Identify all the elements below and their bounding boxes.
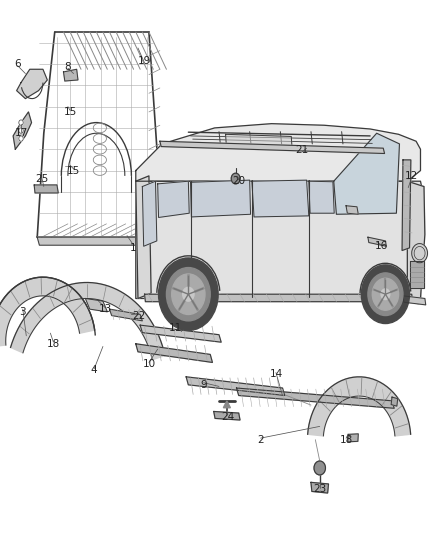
Circle shape (159, 258, 218, 330)
Polygon shape (142, 181, 157, 246)
Polygon shape (64, 69, 78, 81)
Polygon shape (0, 277, 95, 346)
Circle shape (381, 289, 390, 300)
Polygon shape (110, 309, 142, 321)
Circle shape (368, 273, 403, 316)
Text: 15: 15 (67, 166, 80, 175)
Text: 12: 12 (405, 171, 418, 181)
Text: 24: 24 (221, 412, 234, 422)
Polygon shape (186, 377, 285, 395)
Polygon shape (307, 377, 411, 436)
Text: 17: 17 (14, 128, 28, 138)
Circle shape (314, 461, 325, 475)
Polygon shape (37, 237, 158, 245)
Text: 11: 11 (169, 323, 182, 333)
Text: 10: 10 (142, 359, 155, 369)
Circle shape (172, 274, 205, 314)
Text: 20: 20 (232, 176, 245, 186)
Polygon shape (214, 411, 240, 420)
Circle shape (183, 287, 194, 301)
Circle shape (372, 278, 399, 310)
Text: 23: 23 (313, 484, 326, 494)
Polygon shape (145, 294, 413, 302)
Text: 6: 6 (14, 59, 21, 69)
Text: 4: 4 (91, 366, 98, 375)
Polygon shape (136, 176, 151, 298)
Polygon shape (85, 298, 107, 312)
Text: 2: 2 (257, 435, 264, 445)
Circle shape (166, 268, 210, 321)
Text: 16: 16 (374, 241, 388, 251)
Text: 25: 25 (35, 174, 48, 183)
Text: 3: 3 (19, 307, 26, 317)
Text: 8: 8 (64, 62, 71, 71)
Polygon shape (136, 124, 420, 181)
Text: 14: 14 (269, 369, 283, 379)
Polygon shape (346, 206, 358, 214)
Polygon shape (368, 237, 386, 246)
Polygon shape (158, 181, 189, 217)
Polygon shape (407, 181, 425, 304)
Circle shape (19, 136, 23, 141)
Wedge shape (360, 263, 411, 294)
Polygon shape (223, 401, 230, 408)
Polygon shape (309, 181, 334, 213)
Text: 21: 21 (296, 146, 309, 155)
Polygon shape (226, 134, 292, 149)
Circle shape (19, 128, 23, 133)
Polygon shape (252, 180, 309, 217)
Text: 18: 18 (47, 339, 60, 349)
Polygon shape (334, 133, 399, 214)
Text: 15: 15 (64, 107, 77, 117)
Polygon shape (348, 434, 358, 442)
Polygon shape (136, 344, 212, 362)
Polygon shape (34, 185, 58, 193)
Wedge shape (157, 256, 220, 294)
Circle shape (19, 120, 23, 125)
Circle shape (361, 265, 410, 324)
Polygon shape (391, 397, 398, 406)
Polygon shape (140, 325, 221, 342)
Circle shape (231, 173, 240, 184)
Polygon shape (136, 181, 423, 298)
Polygon shape (17, 69, 47, 99)
Polygon shape (403, 296, 426, 305)
Polygon shape (311, 482, 328, 493)
Text: 13: 13 (99, 304, 112, 314)
Text: 9: 9 (200, 380, 207, 390)
Polygon shape (237, 388, 394, 408)
Polygon shape (160, 141, 385, 154)
Text: 18: 18 (339, 435, 353, 445)
Text: 1: 1 (130, 243, 137, 253)
Polygon shape (11, 282, 165, 360)
Circle shape (412, 244, 427, 263)
Text: 22: 22 (133, 311, 146, 320)
Text: 19: 19 (138, 56, 151, 66)
Polygon shape (402, 160, 411, 251)
Polygon shape (13, 112, 32, 149)
Polygon shape (191, 180, 251, 217)
Polygon shape (410, 261, 424, 288)
